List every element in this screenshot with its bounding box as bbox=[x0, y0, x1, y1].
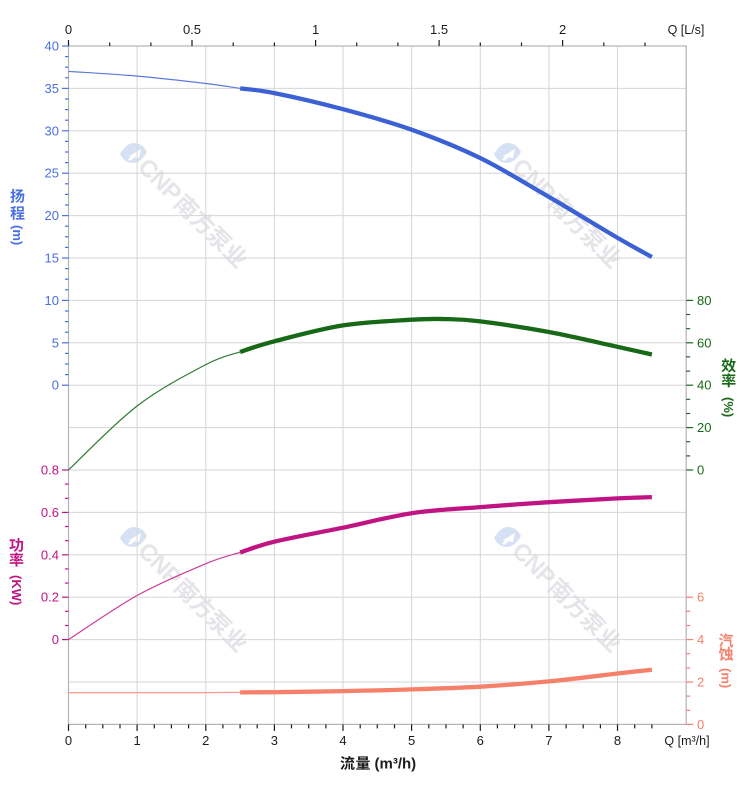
svg-text:40: 40 bbox=[697, 378, 711, 393]
svg-text:30: 30 bbox=[45, 123, 59, 138]
svg-text:6: 6 bbox=[697, 590, 704, 605]
svg-text:1: 1 bbox=[312, 22, 319, 37]
svg-text:4: 4 bbox=[697, 632, 704, 647]
svg-text:0: 0 bbox=[65, 733, 72, 748]
svg-text:35: 35 bbox=[45, 81, 59, 96]
svg-text:20: 20 bbox=[697, 420, 711, 435]
svg-text:2: 2 bbox=[202, 733, 209, 748]
svg-text:15: 15 bbox=[45, 251, 59, 266]
svg-text:(%): (%) bbox=[721, 397, 736, 417]
svg-text:40: 40 bbox=[45, 39, 59, 54]
svg-text:(m): (m) bbox=[10, 225, 25, 245]
svg-text:2: 2 bbox=[559, 22, 566, 37]
svg-text:Q [m³/h]: Q [m³/h] bbox=[664, 734, 709, 748]
svg-text:0: 0 bbox=[65, 22, 72, 37]
svg-text:20: 20 bbox=[45, 208, 59, 223]
svg-text:60: 60 bbox=[697, 335, 711, 350]
svg-text:Q [L/s]: Q [L/s] bbox=[668, 23, 705, 37]
svg-text:2: 2 bbox=[697, 675, 704, 690]
svg-text:0.8: 0.8 bbox=[41, 463, 59, 478]
svg-text:7: 7 bbox=[545, 733, 552, 748]
svg-text:10: 10 bbox=[45, 293, 59, 308]
svg-text:0.2: 0.2 bbox=[41, 590, 59, 605]
svg-text:0: 0 bbox=[52, 632, 59, 647]
svg-text:0.5: 0.5 bbox=[183, 22, 201, 37]
svg-text:5: 5 bbox=[52, 335, 59, 350]
svg-text:4: 4 bbox=[339, 733, 346, 748]
svg-text:0: 0 bbox=[697, 463, 704, 478]
svg-text:(m): (m) bbox=[719, 668, 734, 688]
svg-text:0.6: 0.6 bbox=[41, 505, 59, 520]
svg-text:0: 0 bbox=[697, 717, 704, 732]
svg-text:1: 1 bbox=[133, 733, 140, 748]
svg-text:0: 0 bbox=[52, 378, 59, 393]
svg-text:8: 8 bbox=[614, 733, 621, 748]
svg-text:1.5: 1.5 bbox=[430, 22, 448, 37]
svg-text:0.4: 0.4 bbox=[41, 547, 59, 562]
svg-text:25: 25 bbox=[45, 166, 59, 181]
svg-text:(KW): (KW) bbox=[9, 575, 24, 605]
svg-text:6: 6 bbox=[477, 733, 484, 748]
svg-text:3: 3 bbox=[271, 733, 278, 748]
svg-text:5: 5 bbox=[408, 733, 415, 748]
svg-text:(m³/h): (m³/h) bbox=[375, 756, 417, 773]
svg-text:80: 80 bbox=[697, 293, 711, 308]
